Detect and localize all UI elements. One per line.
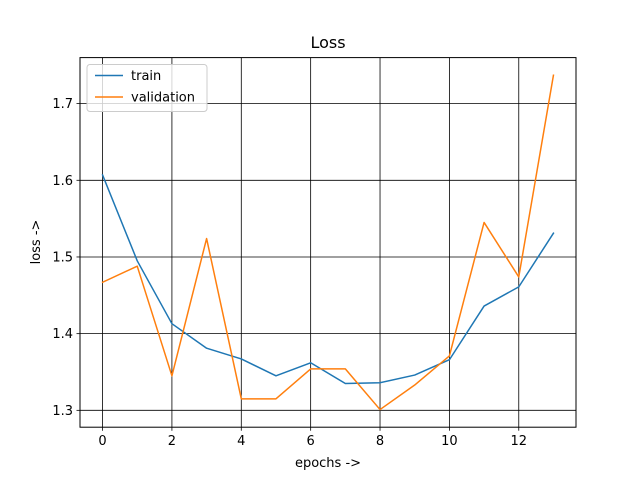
x-tick-label: 2	[168, 434, 176, 449]
y-tick-label: 1.3	[52, 404, 73, 419]
series-line-validation	[101, 74, 555, 411]
grid	[80, 57, 576, 428]
y-tick-label: 1.6	[52, 174, 73, 189]
x-tick-label: 8	[376, 434, 384, 449]
y-tick-label: 1.4	[52, 327, 73, 342]
x-tick-label: 6	[307, 434, 315, 449]
legend-label-train: train	[131, 69, 161, 84]
legend: train validation	[86, 64, 208, 112]
x-tick-label: 10	[441, 434, 458, 449]
series-line-train	[101, 173, 555, 385]
x-axis-ticks: 0 2 4 6 8 10 12	[98, 427, 527, 449]
x-tick-label: 4	[237, 434, 245, 449]
legend-label-validation: validation	[131, 91, 195, 106]
x-tick-label: 0	[98, 434, 106, 449]
x-tick-label: 12	[510, 434, 527, 449]
chart-title: Loss	[310, 33, 345, 52]
series-lines	[101, 74, 555, 411]
y-tick-label: 1.7	[52, 97, 73, 112]
plot-frame	[79, 57, 577, 428]
y-tick-label: 1.5	[52, 250, 73, 265]
x-axis-label: epochs ->	[295, 456, 361, 471]
y-axis-label: loss ->	[29, 220, 44, 265]
y-axis-ticks: 1.3 1.4 1.5 1.6 1.7	[52, 97, 80, 419]
